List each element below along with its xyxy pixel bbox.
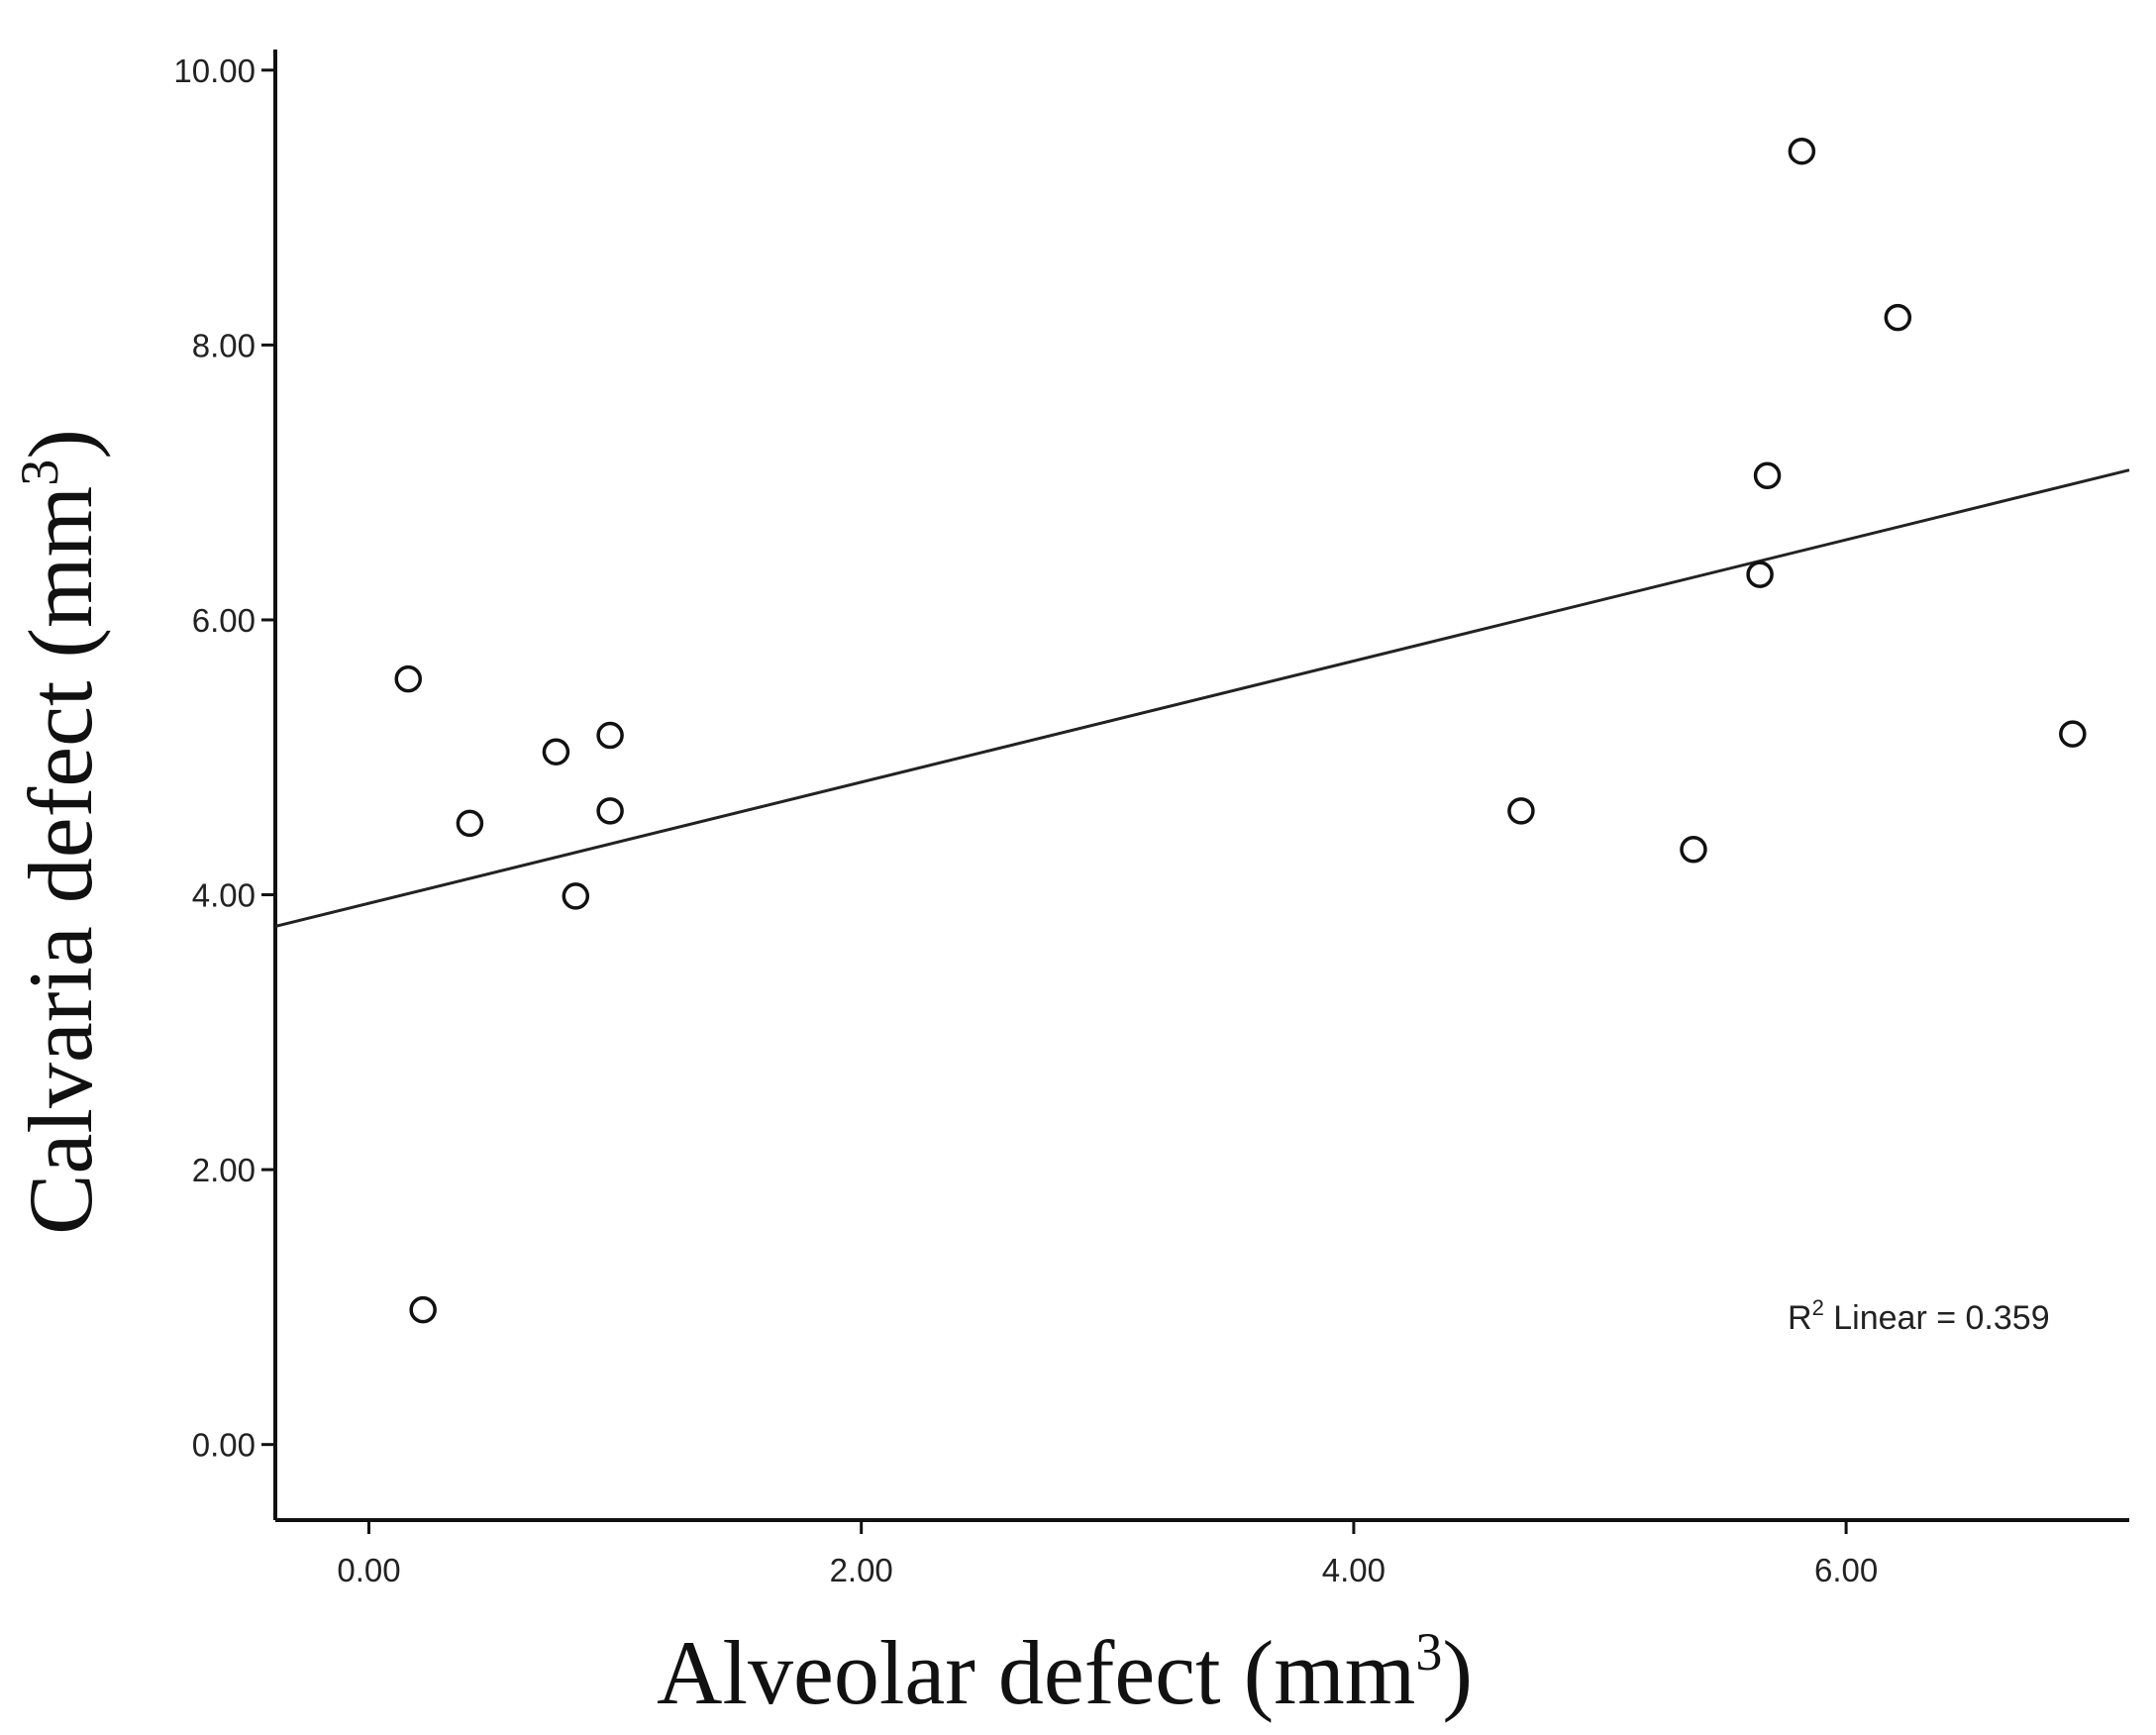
y-tick-label: 6.00 xyxy=(192,602,256,639)
data-point xyxy=(596,797,624,825)
y-axis-title-text: Calvaria defect (mm xyxy=(10,486,111,1235)
data-point xyxy=(394,664,422,693)
data-point xyxy=(1788,137,1816,165)
r-squared-annotation: R2 Linear = 0.359 xyxy=(1788,1295,2050,1337)
r-squared-text: Linear = 0.359 xyxy=(1824,1299,2050,1337)
data-point xyxy=(1753,461,1782,489)
x-axis-title-exponent: 3 xyxy=(1415,1622,1442,1682)
y-axis-title-exponent: 3 xyxy=(10,459,69,486)
data-point xyxy=(562,882,590,910)
data-point xyxy=(1507,797,1535,825)
y-tick-label: 4.00 xyxy=(192,877,256,914)
x-tick-label: 6.00 xyxy=(1814,1552,1878,1588)
data-point xyxy=(2059,720,2087,748)
y-tick-label: 8.00 xyxy=(192,327,256,363)
r-squared-r: R xyxy=(1788,1299,1812,1337)
x-tick-label: 4.00 xyxy=(1322,1552,1386,1588)
y-axis-title-close: ) xyxy=(10,429,111,459)
y-axis-title: Calvaria defect (mm3) xyxy=(10,429,111,1235)
x-axis-ticks: 0.00 2.00 4.00 6.00 xyxy=(337,1520,1878,1588)
x-axis-title-text: Alveolar defect (mm xyxy=(657,1622,1415,1723)
data-point xyxy=(456,809,484,838)
x-tick-label: 2.00 xyxy=(830,1552,893,1588)
points-layer xyxy=(394,137,2087,1324)
x-axis-title-close: ) xyxy=(1442,1622,1473,1723)
x-tick-label: 0.00 xyxy=(337,1552,400,1588)
y-tick-label: 2.00 xyxy=(192,1152,256,1188)
r-squared-exponent: 2 xyxy=(1812,1295,1824,1320)
y-tick-label: 10.00 xyxy=(173,52,256,89)
data-point xyxy=(1884,303,1912,332)
x-axis-title: Alveolar defect (mm3) xyxy=(657,1622,1473,1723)
data-point xyxy=(596,721,624,750)
regression-layer xyxy=(274,468,2130,928)
y-tick-label: 0.00 xyxy=(192,1427,256,1464)
data-point xyxy=(409,1295,437,1324)
data-point xyxy=(542,738,570,765)
regression-line xyxy=(274,468,2130,928)
data-point xyxy=(1680,835,1707,864)
data-point xyxy=(1746,561,1774,588)
y-axis-ticks: 0.00 2.00 4.00 6.00 8.00 10.00 xyxy=(173,52,275,1464)
